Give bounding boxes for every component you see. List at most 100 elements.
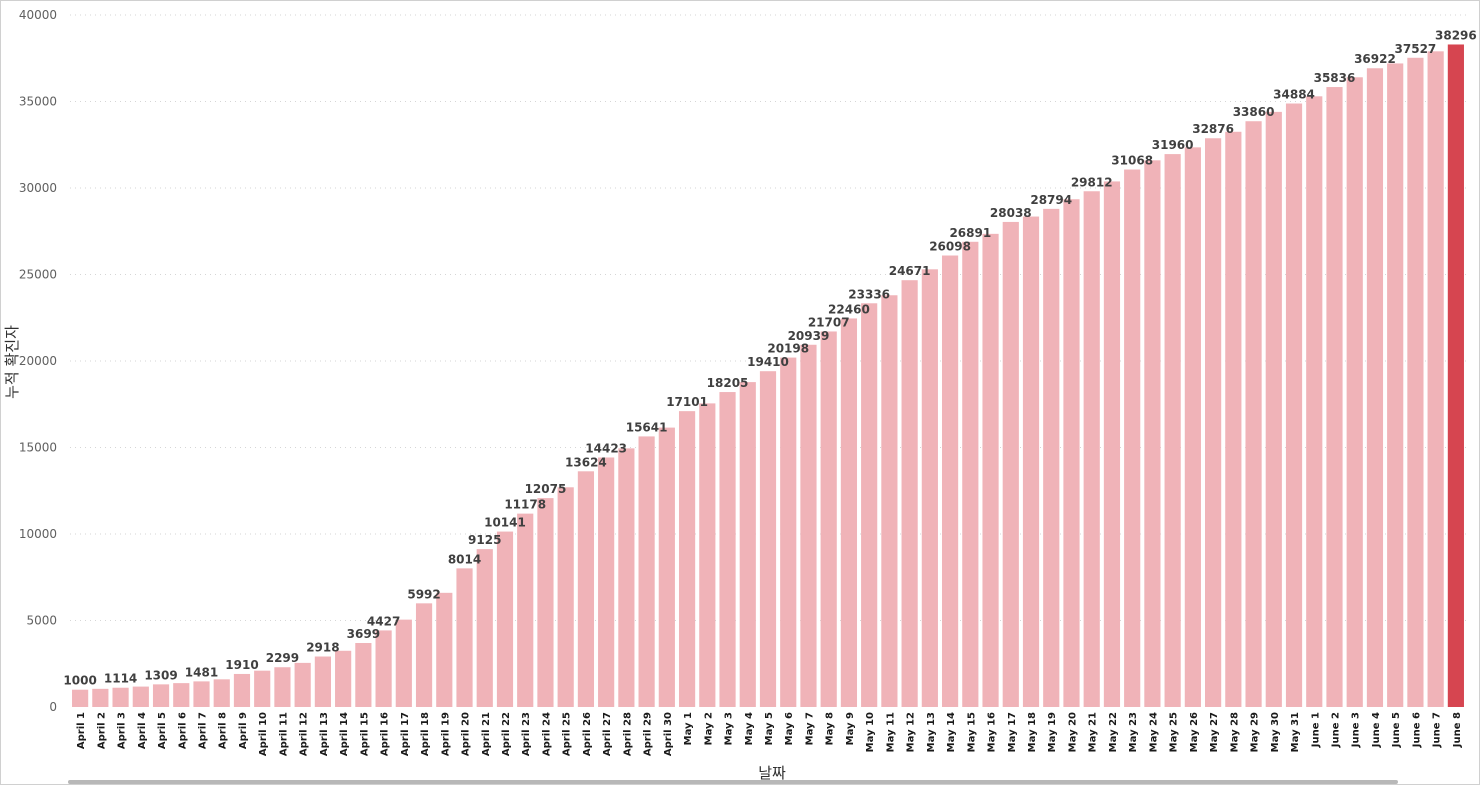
bar[interactable] (1002, 221, 1019, 707)
bar[interactable] (1103, 181, 1121, 707)
bar[interactable] (152, 684, 170, 707)
bar[interactable] (1326, 87, 1343, 707)
bar[interactable] (800, 344, 817, 707)
bar[interactable] (1124, 169, 1141, 707)
bar[interactable] (314, 656, 331, 707)
x-tick-label: April 22 (501, 712, 512, 756)
y-axis-title: 누적 확진자 (3, 325, 21, 399)
x-tick-label: April 21 (481, 712, 492, 756)
x-tick-label: April 3 (117, 712, 128, 749)
bar[interactable] (820, 331, 837, 707)
x-tick-label: May 24 (1148, 712, 1159, 752)
x-tick-label: April 18 (420, 712, 431, 756)
bar[interactable] (699, 403, 716, 707)
bar[interactable] (496, 531, 514, 707)
bar[interactable] (1022, 216, 1040, 708)
bar[interactable] (557, 487, 574, 707)
bar[interactable] (476, 549, 493, 707)
bar[interactable] (1205, 138, 1222, 708)
bar[interactable] (1285, 103, 1303, 708)
bar[interactable] (1083, 191, 1100, 708)
bar[interactable] (254, 670, 271, 707)
bar[interactable] (132, 686, 149, 707)
bar[interactable] (1366, 68, 1384, 708)
x-tick-label: April 8 (218, 712, 229, 749)
data-label: 13624 (565, 455, 607, 469)
horizontal-scrollbar[interactable] (68, 780, 1398, 784)
bar[interactable] (962, 241, 979, 707)
bar[interactable] (982, 233, 999, 707)
bar[interactable] (678, 411, 696, 707)
x-tick-label: May 29 (1250, 712, 1261, 752)
bar[interactable] (759, 371, 777, 707)
bar[interactable] (618, 448, 635, 707)
y-tick-label: 10000 (19, 527, 57, 541)
x-tick-label: May 17 (1007, 712, 1018, 752)
bar[interactable] (92, 688, 109, 707)
bar[interactable] (112, 687, 129, 707)
bar[interactable] (638, 436, 655, 707)
x-tick-label: April 19 (440, 712, 451, 756)
bar[interactable] (901, 280, 918, 707)
bar[interactable] (1043, 208, 1060, 707)
bar[interactable] (274, 667, 291, 707)
bar[interactable] (1346, 77, 1363, 707)
bar[interactable] (436, 592, 453, 707)
bar[interactable] (537, 498, 554, 707)
bar[interactable] (294, 662, 311, 707)
bar[interactable] (233, 673, 251, 707)
x-tick-label: April 27 (602, 712, 613, 756)
bar[interactable] (1306, 96, 1323, 707)
data-label: 20198 (767, 342, 809, 356)
x-tick-label: April 7 (198, 712, 209, 749)
bar[interactable] (173, 683, 190, 707)
bar[interactable] (739, 382, 756, 707)
x-tick-label: April 5 (157, 712, 168, 749)
bar[interactable] (193, 681, 210, 707)
x-tick-label: May 10 (865, 712, 876, 752)
bar[interactable] (598, 457, 615, 707)
bar[interactable] (658, 427, 675, 707)
data-label: 10141 (484, 516, 526, 530)
bar[interactable] (1265, 111, 1282, 707)
y-tick-label: 30000 (19, 181, 57, 195)
bar[interactable] (355, 643, 372, 707)
bar[interactable] (1144, 160, 1161, 707)
bar[interactable] (577, 471, 595, 707)
bar[interactable] (1427, 51, 1444, 707)
x-tick-label: May 19 (1047, 712, 1058, 752)
bar[interactable] (941, 255, 959, 708)
bar[interactable] (72, 689, 89, 707)
x-tick-label: June 3 (1351, 712, 1362, 748)
bar[interactable] (1407, 57, 1424, 708)
data-label: 15641 (626, 420, 668, 434)
bar[interactable] (335, 650, 352, 707)
bar[interactable] (1184, 147, 1201, 708)
bars (72, 44, 1464, 708)
data-label: 1000 (63, 674, 96, 688)
bar[interactable] (921, 269, 938, 707)
x-tick-label: May 16 (987, 712, 998, 752)
bar[interactable] (1387, 63, 1404, 707)
bar[interactable] (415, 603, 433, 707)
data-label: 28794 (1030, 193, 1072, 207)
bar[interactable] (517, 513, 534, 707)
bar[interactable] (1164, 154, 1181, 708)
bar[interactable] (456, 568, 473, 707)
bar[interactable] (719, 392, 736, 707)
bar[interactable] (780, 357, 797, 707)
x-tick-label: May 20 (1067, 712, 1078, 752)
bar[interactable] (213, 679, 230, 707)
data-label: 1481 (185, 665, 218, 679)
bar[interactable] (375, 630, 392, 707)
bar[interactable] (1063, 199, 1080, 707)
bar[interactable] (840, 318, 858, 707)
x-axis-title: 날짜 (758, 764, 786, 782)
bar[interactable] (861, 303, 878, 707)
bar[interactable] (395, 619, 412, 707)
x-tick-label: June 8 (1452, 712, 1463, 748)
bar[interactable] (881, 295, 898, 707)
bar[interactable] (1245, 121, 1262, 708)
bar[interactable] (1225, 131, 1242, 707)
bar[interactable] (1447, 44, 1464, 708)
